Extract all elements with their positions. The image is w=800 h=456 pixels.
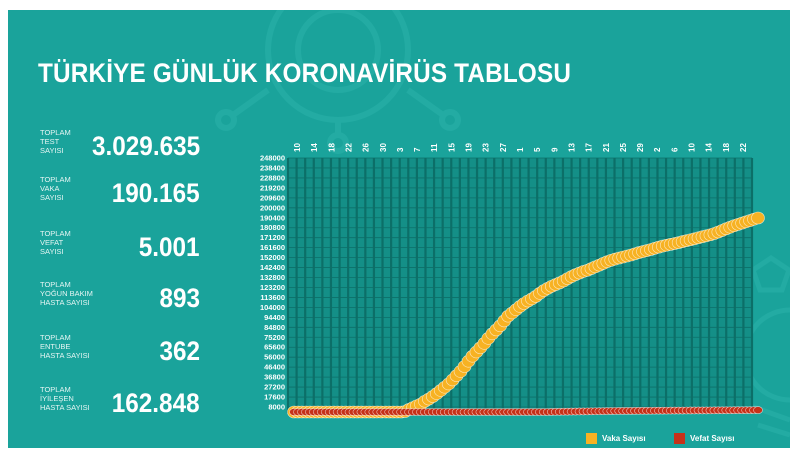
x-tick-label: 13: [567, 143, 576, 152]
stat-vefat-value: 5.001: [139, 232, 200, 262]
legend-vaka-label: Vaka Sayısı: [602, 433, 646, 443]
y-tick-label: 27200: [264, 383, 285, 392]
x-tick-label: 2: [653, 147, 662, 152]
x-tick-label: 18: [327, 143, 336, 152]
x-tick-label: 22: [739, 143, 748, 152]
y-tick-label: 200000: [260, 203, 285, 212]
x-tick-label: 14: [705, 143, 714, 152]
stat-vefat-label: TOPLAM VEFAT SAYISI: [40, 229, 71, 256]
vaka-point: [751, 211, 765, 225]
x-tick-label: 1: [516, 147, 525, 152]
vefat-point: [753, 406, 763, 414]
stat-test: TOPLAM TEST SAYISI 3.029.635: [40, 125, 200, 165]
stat-yogun-bakim-value: 893: [159, 283, 200, 313]
legend-vaka: Vaka Sayısı: [586, 431, 646, 445]
stat-vaka-value: 190.165: [112, 178, 200, 208]
legend-vaka-swatch: [586, 432, 597, 444]
legend-vefat-label: Vefat Sayısı: [690, 433, 735, 443]
y-tick-label: 161600: [260, 243, 285, 252]
y-tick-label: 209600: [260, 193, 285, 202]
x-tick-label: 7: [413, 147, 422, 152]
y-tick-label: 8000: [268, 403, 285, 412]
stat-test-value: 3.029.635: [91, 131, 200, 161]
x-tick-label: 11: [430, 143, 439, 152]
cases-chart: 2480002384002288002192002096002000001904…: [260, 143, 765, 419]
stat-vefat: TOPLAM VEFAT SAYISI 5.001: [40, 226, 200, 266]
y-tick-label: 171200: [260, 233, 285, 242]
stat-iyilesen-label: TOPLAM İYİLEŞEN HASTA SAYISI: [40, 385, 90, 412]
x-tick-label: 21: [602, 143, 611, 152]
legend-vefat: Vefat Sayısı: [674, 431, 734, 445]
y-tick-label: 248000: [260, 154, 285, 163]
stat-vaka: TOPLAM VAKA SAYISI 190.165: [40, 172, 200, 212]
y-tick-label: 123200: [260, 283, 285, 292]
stat-yogun-bakim-label: TOPLAM YOĞUN BAKIM HASTA SAYISI: [40, 280, 93, 307]
y-tick-label: 56000: [264, 353, 285, 362]
x-tick-label: 10: [688, 143, 697, 152]
stat-vaka-label: TOPLAM VAKA SAYISI: [40, 175, 71, 202]
y-tick-label: 132800: [260, 273, 285, 282]
x-tick-label: 27: [499, 143, 508, 152]
x-tick-label: 22: [344, 143, 353, 152]
y-tick-label: 75200: [264, 333, 285, 342]
y-tick-label: 228800: [260, 173, 285, 182]
x-tick-label: 25: [619, 143, 628, 152]
y-tick-label: 152000: [260, 253, 285, 262]
x-tick-label: 17: [585, 143, 594, 152]
x-tick-label: 18: [722, 143, 731, 152]
legend-vefat-swatch: [674, 432, 685, 444]
x-tick-label: 6: [670, 147, 679, 152]
x-tick-label: 9: [550, 147, 559, 152]
y-tick-label: 104000: [260, 303, 285, 312]
y-tick-label: 113600: [260, 293, 285, 302]
y-tick-label: 94400: [264, 313, 285, 322]
x-tick-label: 3: [396, 147, 405, 152]
stat-test-label: TOPLAM TEST SAYISI: [40, 128, 71, 155]
y-tick-label: 190400: [260, 213, 285, 222]
x-tick-label: 29: [636, 143, 645, 152]
x-tick-label: 15: [447, 143, 456, 152]
x-tick-label: 26: [362, 143, 371, 152]
x-tick-label: 19: [465, 143, 474, 152]
stat-entube-label: TOPLAM ENTUBE HASTA SAYISI: [40, 333, 90, 360]
x-tick-label: 14: [310, 143, 319, 152]
x-tick-label: 5: [533, 147, 542, 152]
y-tick-label: 84800: [264, 323, 285, 332]
x-tick-label: 23: [482, 143, 491, 152]
stat-entube-value: 362: [159, 336, 200, 366]
y-tick-label: 180800: [260, 223, 285, 232]
y-tick-label: 238400: [260, 163, 285, 172]
y-tick-label: 17600: [264, 393, 285, 402]
y-tick-label: 36800: [264, 373, 285, 382]
infographic-panel: TÜRKİYE GÜNLÜK KORONAVİRÜS TABLOSU TOPLA…: [8, 10, 790, 448]
y-tick-label: 219200: [260, 183, 285, 192]
y-tick-label: 65600: [264, 343, 285, 352]
stat-iyilesen: TOPLAM İYİLEŞEN HASTA SAYISI 162.848: [40, 382, 200, 422]
vefat-points: [289, 406, 763, 416]
y-tick-label: 142400: [260, 263, 285, 272]
page-title: TÜRKİYE GÜNLÜK KORONAVİRÜS TABLOSU: [38, 58, 572, 88]
y-tick-label: 46400: [264, 363, 285, 372]
stat-entube: TOPLAM ENTUBE HASTA SAYISI 362: [40, 330, 200, 370]
stat-iyilesen-value: 162.848: [112, 388, 200, 418]
x-tick-label: 10: [293, 143, 302, 152]
x-tick-label: 30: [379, 143, 388, 152]
stat-yogun-bakim: TOPLAM YOĞUN BAKIM HASTA SAYISI 893: [40, 277, 200, 317]
